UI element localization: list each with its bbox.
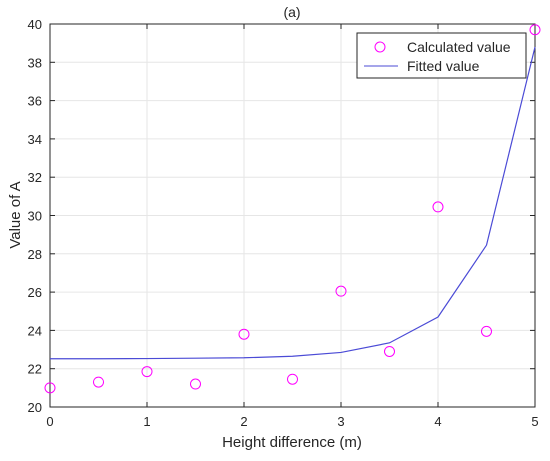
y-tick-label: 34 [28, 132, 42, 147]
x-tick-label: 5 [531, 414, 538, 429]
y-tick-label: 32 [28, 170, 42, 185]
series-layer [44, 24, 541, 394]
x-axis-ticks: 0 1 2 3 4 5 [46, 24, 539, 429]
data-point-calculated [481, 325, 492, 337]
data-point-calculated [384, 345, 395, 357]
y-tick-label: 38 [28, 55, 42, 70]
x-tick-label: 3 [337, 414, 344, 429]
data-point-calculated [335, 285, 347, 297]
legend-marker-calculated [374, 41, 386, 53]
data-point-calculated [93, 376, 104, 388]
legend-label-calculated: Calculated value [407, 39, 511, 55]
y-axis-label: Value of A [7, 181, 24, 248]
y-tick-label: 22 [28, 362, 42, 377]
x-tick-label: 0 [46, 414, 53, 429]
y-axis-ticks: 20 22 24 26 28 30 32 34 36 38 40 [28, 17, 535, 415]
data-point-calculated [238, 328, 250, 340]
data-point-calculated [190, 378, 201, 390]
y-tick-label: 36 [28, 94, 42, 109]
legend-label-fitted: Fitted value [407, 58, 480, 74]
data-point-calculated [287, 373, 298, 385]
y-tick-label: 40 [28, 17, 42, 32]
data-point-calculated [44, 382, 56, 394]
data-point-calculated [141, 366, 153, 378]
y-tick-label: 20 [28, 400, 42, 415]
x-tick-label: 4 [434, 414, 441, 429]
data-point-calculated [529, 24, 541, 36]
series-line-fitted [50, 46, 536, 360]
y-tick-label: 24 [28, 323, 42, 338]
x-axis-label: Height difference (m) [222, 434, 362, 451]
x-tick-label: 1 [143, 414, 150, 429]
legend: Calculated value Fitted value [356, 32, 527, 79]
y-tick-label: 28 [28, 247, 42, 262]
x-tick-label: 2 [240, 414, 247, 429]
data-point-calculated [432, 201, 444, 213]
legend-box [356, 32, 527, 79]
y-tick-label: 26 [28, 285, 42, 300]
y-tick-label: 30 [28, 209, 42, 224]
chart-title: (a) [283, 4, 300, 20]
